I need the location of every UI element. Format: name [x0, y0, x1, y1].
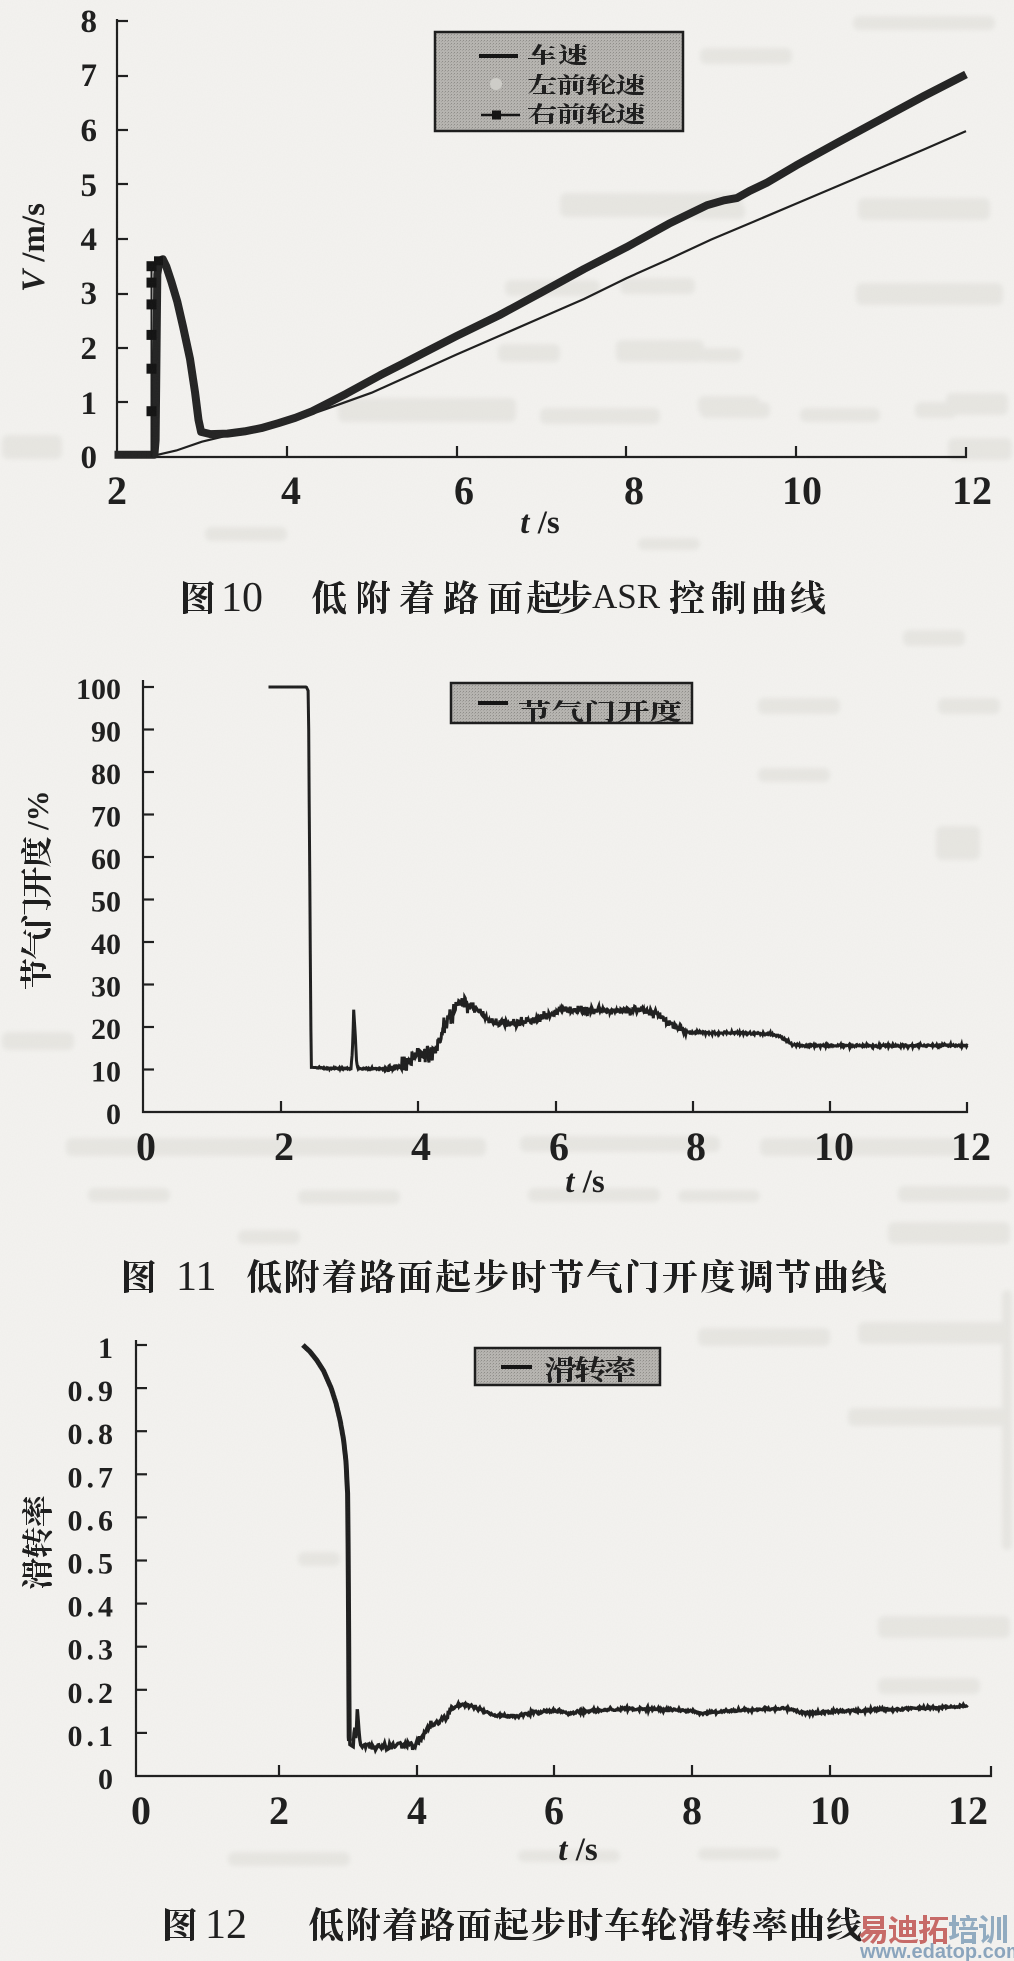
- svg-text:0: 0: [136, 1124, 156, 1169]
- svg-text:10: 10: [782, 468, 822, 513]
- svg-text:4: 4: [407, 1788, 427, 1833]
- svg-text:11: 11: [176, 1254, 216, 1300]
- svg-text:0: 0: [81, 440, 98, 476]
- svg-text:1: 1: [98, 1332, 117, 1365]
- svg-text:/%: /%: [20, 790, 55, 831]
- svg-text:2: 2: [269, 1788, 289, 1833]
- svg-text:8: 8: [81, 4, 98, 40]
- svg-text:12: 12: [951, 1124, 991, 1169]
- svg-text:4: 4: [81, 222, 98, 258]
- svg-text:0.3: 0.3: [68, 1634, 118, 1667]
- svg-text:60: 60: [91, 843, 121, 876]
- svg-text:12: 12: [952, 468, 992, 513]
- svg-text:12: 12: [205, 1902, 247, 1948]
- svg-text:V /m/s: V /m/s: [16, 203, 52, 292]
- svg-text:10: 10: [91, 1056, 121, 1089]
- svg-text:www.edatop.com: www.edatop.com: [859, 1941, 1014, 1961]
- svg-text:4: 4: [411, 1124, 431, 1169]
- svg-text:2: 2: [81, 331, 98, 367]
- svg-text:0.2: 0.2: [68, 1677, 118, 1710]
- svg-text:12: 12: [948, 1788, 988, 1833]
- svg-text:40: 40: [91, 928, 121, 961]
- svg-text:10: 10: [814, 1124, 854, 1169]
- svg-text:6: 6: [81, 113, 98, 149]
- svg-text:ASR: ASR: [592, 577, 661, 616]
- svg-text:0.5: 0.5: [68, 1548, 118, 1581]
- svg-text:100: 100: [76, 673, 121, 706]
- svg-text:4: 4: [281, 468, 301, 513]
- svg-text:50: 50: [91, 886, 121, 919]
- svg-text:0: 0: [98, 1763, 117, 1796]
- svg-text:0: 0: [106, 1098, 121, 1131]
- svg-text:t /s: t /s: [565, 1164, 605, 1200]
- svg-text:8: 8: [682, 1788, 702, 1833]
- svg-text:0.1: 0.1: [68, 1720, 118, 1753]
- svg-text:8: 8: [624, 468, 644, 513]
- svg-text:6: 6: [544, 1788, 564, 1833]
- svg-text:0: 0: [131, 1788, 151, 1833]
- svg-text:0.7: 0.7: [68, 1461, 118, 1494]
- svg-text:5: 5: [81, 168, 98, 204]
- svg-text:2: 2: [107, 468, 127, 513]
- svg-text:t /s: t /s: [558, 1832, 598, 1868]
- svg-text:20: 20: [91, 1013, 121, 1046]
- svg-text:6: 6: [454, 468, 474, 513]
- svg-text:2: 2: [274, 1124, 294, 1169]
- svg-text:30: 30: [91, 971, 121, 1004]
- svg-text:6: 6: [549, 1124, 569, 1169]
- svg-text:90: 90: [91, 716, 121, 749]
- svg-text:0.6: 0.6: [68, 1504, 118, 1537]
- svg-text:1: 1: [81, 386, 98, 422]
- svg-text:0.9: 0.9: [68, 1375, 118, 1408]
- svg-text:8: 8: [686, 1124, 706, 1169]
- svg-text:0.4: 0.4: [68, 1591, 118, 1624]
- svg-text:10: 10: [221, 575, 263, 621]
- svg-text:80: 80: [91, 758, 121, 791]
- svg-text:10: 10: [810, 1788, 850, 1833]
- svg-text:70: 70: [91, 801, 121, 834]
- svg-text:t /s: t /s: [520, 505, 560, 541]
- svg-text:3: 3: [81, 276, 98, 312]
- svg-text:7: 7: [81, 58, 98, 94]
- svg-text:0.8: 0.8: [68, 1418, 118, 1451]
